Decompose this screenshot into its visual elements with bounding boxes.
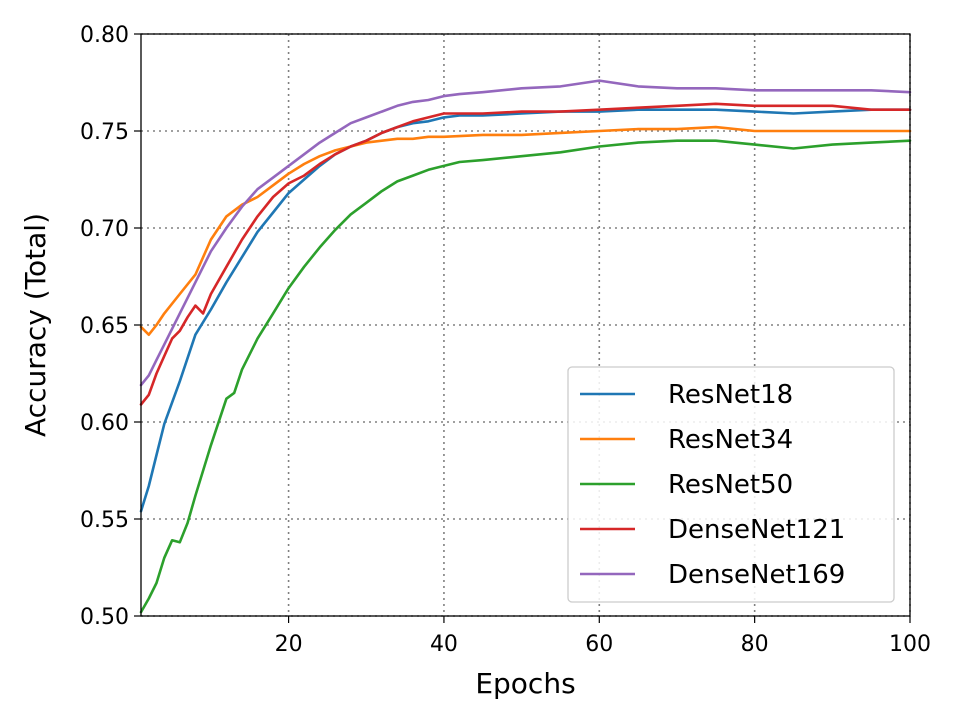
y-tick-label: 0.60 <box>80 411 129 436</box>
series-lines <box>139 79 912 614</box>
legend-box <box>567 366 895 603</box>
x-tick-label: 80 <box>741 632 769 657</box>
legend-label-resnet34: ResNet34 <box>668 425 793 455</box>
series-line-densenet169 <box>139 79 912 387</box>
y-tick-label: 0.75 <box>80 120 129 145</box>
x-axis-title: Epochs <box>475 667 575 700</box>
series-line-resnet50 <box>139 139 912 614</box>
legend-label-resnet18: ResNet18 <box>668 380 793 410</box>
y-tick-label: 0.65 <box>80 314 129 339</box>
y-tick-label: 0.80 <box>80 23 129 48</box>
x-tick-label: 100 <box>889 632 931 657</box>
series-line-densenet121 <box>139 102 912 406</box>
legend-label-densenet169: DenseNet169 <box>668 560 845 590</box>
legend-label-resnet50: ResNet50 <box>668 470 793 500</box>
y-tick-label: 0.55 <box>80 508 129 533</box>
y-tick-label: 0.50 <box>80 605 129 630</box>
y-tick-label: 0.70 <box>80 217 129 242</box>
axis-ticks: 20 40 60 80 100 0.50 0.55 0.60 0.65 0.70 0.75 0.80 <box>80 23 931 657</box>
legend: ResNet18 ResNet34 ResNet50 DenseNet121 Dense… <box>567 366 895 603</box>
legend-label-densenet121: DenseNet121 <box>668 515 845 545</box>
x-tick-label: 20 <box>275 632 303 657</box>
series-line-resnet34 <box>139 125 912 337</box>
x-tick-label: 60 <box>585 632 613 657</box>
x-tick-label: 40 <box>430 632 458 657</box>
y-axis-title: Accuracy (Total) <box>19 213 52 437</box>
